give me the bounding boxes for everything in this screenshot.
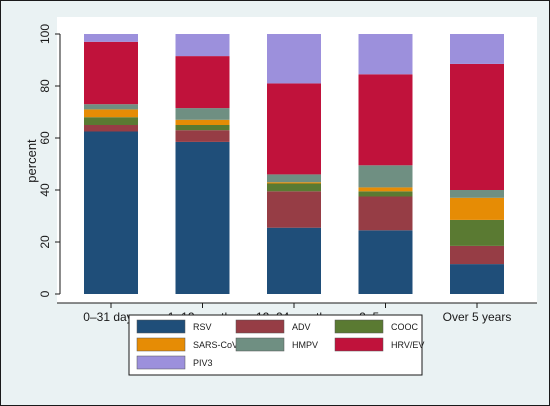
- bar-segment-cooc-0: [84, 117, 138, 125]
- legend-swatch-sars-cov-2: [136, 337, 186, 352]
- legend-label-hmpv: HMPV: [292, 340, 318, 350]
- y-tick-label: 100: [38, 24, 52, 44]
- bar-segment-cooc-3: [358, 191, 413, 197]
- legend-swatch-hmpv: [235, 337, 285, 352]
- legend: RSV ADV COOC SARS-CoV-2 HMPV HRV/EV PIV3: [128, 314, 424, 376]
- bar-segment-cooc-2: [267, 183, 321, 192]
- y-tick-label: 0: [38, 290, 52, 297]
- legend-label-sars-cov-2: SARS-CoV-2: [193, 340, 246, 350]
- bar-segment-hmpv-1: [175, 108, 230, 120]
- bar-segment-rsv-4: [450, 264, 504, 294]
- y-axis: 0 20 40 60 80 100: [38, 24, 61, 297]
- bar-segment-sars-cov-2-2: [267, 182, 321, 184]
- bar-segment-rsv-2: [267, 227, 321, 294]
- bar-segment-hrv-ev-0: [84, 41, 138, 105]
- bar-segment-hmpv-3: [358, 165, 413, 188]
- legend-swatch-cooc: [334, 319, 384, 334]
- bar-segment-piv3-3: [358, 34, 413, 75]
- legend-swatch-hrv-ev: [334, 337, 384, 352]
- bar-segment-adv-4: [450, 245, 504, 265]
- bar-segment-adv-1: [175, 130, 230, 142]
- bar-segment-sars-cov-2-0: [84, 109, 138, 118]
- bars-group: [84, 34, 504, 294]
- y-tick-label: 40: [38, 183, 52, 197]
- legend-label-adv: ADV: [292, 322, 311, 332]
- bar-segment-hrv-ev-2: [267, 83, 321, 175]
- bar-segment-hmpv-0: [84, 104, 138, 110]
- legend-items: RSV ADV COOC SARS-CoV-2 HMPV HRV/EV PIV3: [136, 319, 424, 370]
- bar-segment-rsv-0: [84, 131, 138, 294]
- legend-label-rsv: RSV: [193, 322, 212, 332]
- legend-swatch-piv3: [136, 355, 186, 370]
- bar-segment-hrv-ev-4: [450, 63, 504, 190]
- bar-segment-piv3-0: [84, 34, 138, 42]
- bar-segment-sars-cov-2-3: [358, 187, 413, 192]
- legend-swatch-rsv: [136, 319, 186, 334]
- y-tick-label: 80: [38, 79, 52, 93]
- legend-label-hrv-ev: HRV/EV: [391, 340, 424, 350]
- bar-segment-piv3-2: [267, 34, 321, 84]
- legend-label-cooc: COOC: [391, 322, 419, 332]
- bar-segment-adv-3: [358, 196, 413, 231]
- bar-segment-adv-0: [84, 125, 138, 132]
- bar-segment-piv3-4: [450, 34, 504, 64]
- bar-segment-rsv-1: [175, 141, 230, 294]
- y-tick-label: 60: [38, 131, 52, 145]
- y-tick-label: 20: [38, 235, 52, 249]
- bar-segment-hmpv-2: [267, 174, 321, 183]
- bar-segment-adv-2: [267, 191, 321, 228]
- bar-segment-sars-cov-2-1: [175, 119, 230, 125]
- y-axis-title: percent: [24, 139, 39, 183]
- bar-segment-cooc-4: [450, 219, 504, 246]
- bar-segment-hrv-ev-1: [175, 56, 230, 109]
- bar-segment-sars-cov-2-4: [450, 197, 504, 220]
- bar-segment-piv3-1: [175, 34, 230, 57]
- x-tick-label: Over 5 years: [443, 310, 512, 324]
- x-tick-label: 0–31 days: [83, 310, 138, 324]
- bar-segment-hmpv-4: [450, 190, 504, 198]
- bar-segment-cooc-1: [175, 125, 230, 131]
- legend-swatch-adv: [235, 319, 285, 334]
- bar-segment-rsv-3: [358, 230, 413, 294]
- legend-label-piv3: PIV3: [193, 358, 213, 368]
- bar-segment-hrv-ev-3: [358, 74, 413, 166]
